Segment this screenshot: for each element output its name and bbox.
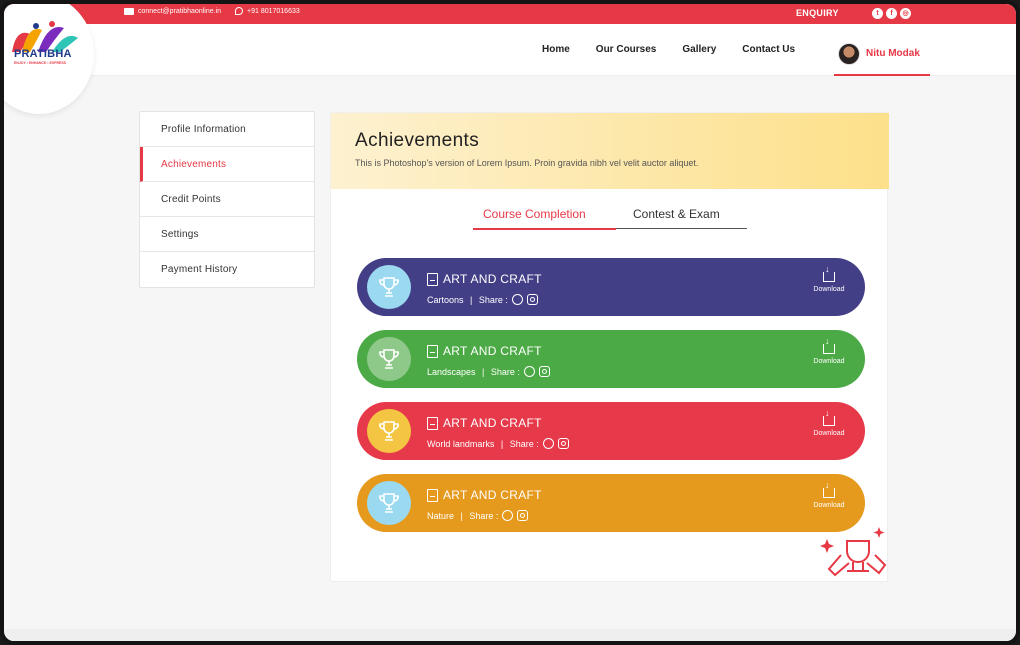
trophy-icon — [367, 481, 411, 525]
user-name: Nitu Modak — [866, 48, 920, 59]
download-label: Download — [813, 502, 845, 509]
download-button[interactable]: Download — [809, 409, 849, 437]
card-meta: Nature | Share : — [427, 510, 529, 521]
contact-info: connect@pratibhaonline.in +91 8017016633 — [124, 7, 300, 15]
achievement-tabs: Course Completion Contest & Exam — [473, 207, 747, 230]
brand-name: PRATIBHA — [14, 48, 72, 60]
phone-link[interactable]: +91 8017016633 — [235, 7, 300, 15]
share-label: Share : — [490, 366, 520, 377]
achievement-card: ART AND CRAFT Cartoons | Share : Download — [357, 258, 865, 316]
trophy-decoration-icon — [820, 527, 887, 577]
card-title-text: ART AND CRAFT — [443, 344, 542, 358]
card-meta: World landmarks | Share : — [427, 438, 569, 449]
sidebar-item-payment-history[interactable]: Payment History — [161, 264, 238, 275]
user-menu[interactable]: Nitu Modak — [834, 33, 930, 76]
page-title: Achievements — [355, 130, 480, 151]
dribbble-share-icon[interactable] — [542, 438, 554, 449]
card-category: Nature — [427, 510, 455, 521]
brand-logo[interactable]: PRATIBHA ENJOY • ENHANCE • EXPRESS — [8, 18, 80, 68]
share-label: Share : — [509, 438, 539, 449]
email-link[interactable]: connect@pratibhaonline.in — [124, 7, 221, 15]
social-links: t f ◎ — [872, 8, 911, 19]
separator: | — [467, 294, 475, 305]
phone-text: +91 8017016633 — [247, 7, 300, 15]
profile-sidebar: Profile Information Achievements Credit … — [139, 111, 315, 288]
site-header: PRATIBHA ENJOY • ENHANCE • EXPRESS Home … — [4, 4, 1016, 114]
main-nav: Home Our Courses Gallery Contact Us — [542, 44, 795, 55]
facebook-icon[interactable]: f — [886, 8, 897, 19]
achievement-card: ART AND CRAFT World landmarks | Share : Do… — [357, 402, 865, 460]
active-tab-indicator — [473, 228, 616, 230]
card-category: World landmarks — [427, 438, 495, 449]
download-button[interactable]: Download — [809, 265, 849, 293]
sidebar-item-settings[interactable]: Settings — [140, 217, 314, 252]
trophy-icon — [367, 337, 411, 381]
instagram-icon[interactable]: ◎ — [900, 8, 911, 19]
phone-icon — [235, 7, 243, 15]
pdf-icon — [427, 488, 438, 502]
mail-icon — [124, 7, 134, 15]
instagram-share-icon[interactable] — [517, 510, 529, 521]
instagram-share-icon[interactable] — [526, 294, 538, 305]
nav-gallery[interactable]: Gallery — [682, 44, 717, 55]
page-subtitle: This is Photoshop's version of Lorem Ips… — [355, 158, 699, 168]
tab-course-completion[interactable]: Course Completion — [483, 207, 586, 221]
separator: | — [498, 438, 506, 449]
top-bar: connect@pratibhaonline.in +91 8017016633… — [4, 4, 1016, 24]
download-label: Download — [813, 358, 845, 365]
card-title: ART AND CRAFT — [427, 488, 542, 502]
separator: | — [458, 510, 466, 521]
sidebar-item-achievements[interactable]: Achievements — [140, 147, 314, 182]
nav-home[interactable]: Home — [542, 44, 570, 55]
download-icon — [823, 265, 835, 282]
brand-tagline: ENJOY • ENHANCE • EXPRESS — [14, 61, 66, 65]
nav-contact-us[interactable]: Contact Us — [742, 44, 796, 55]
dribbble-share-icon[interactable] — [511, 294, 523, 305]
share-label: Share : — [469, 510, 499, 521]
dribbble-share-icon[interactable] — [523, 366, 535, 377]
card-meta: Cartoons | Share : — [427, 294, 538, 305]
separator: | — [479, 366, 487, 377]
share-label: Share : — [478, 294, 508, 305]
pdf-icon — [427, 416, 438, 430]
pdf-icon — [427, 344, 438, 358]
download-button[interactable]: Download — [809, 337, 849, 365]
sidebar-item-credit-points[interactable]: Credit Points — [140, 182, 314, 217]
card-title-text: ART AND CRAFT — [443, 416, 542, 430]
trophy-icon — [367, 409, 411, 453]
sidebar-item-profile-information[interactable]: Profile Information — [140, 112, 314, 147]
card-title-text: ART AND CRAFT — [443, 488, 542, 502]
card-title: ART AND CRAFT — [427, 416, 542, 430]
tab-contest-exam[interactable]: Contest & Exam — [633, 207, 720, 221]
download-label: Download — [813, 430, 845, 437]
twitter-icon[interactable]: t — [872, 8, 883, 19]
dribbble-share-icon[interactable] — [502, 510, 514, 521]
card-title: ART AND CRAFT — [427, 344, 542, 358]
download-icon — [823, 409, 835, 426]
card-title: ART AND CRAFT — [427, 272, 542, 286]
achievement-card: ART AND CRAFT Landscapes | Share : Downloa… — [357, 330, 865, 388]
footer-strip — [4, 629, 1016, 641]
card-meta: Landscapes | Share : — [427, 366, 550, 377]
download-label: Download — [813, 286, 845, 293]
download-icon — [823, 481, 835, 498]
nav-our-courses[interactable]: Our Courses — [595, 44, 657, 55]
achievement-card: ART AND CRAFT Nature | Share : Download — [357, 474, 865, 532]
instagram-share-icon[interactable] — [538, 366, 550, 377]
pdf-icon — [427, 272, 438, 286]
instagram-share-icon[interactable] — [557, 438, 569, 449]
download-icon — [823, 337, 835, 354]
trophy-icon — [367, 265, 411, 309]
avatar — [838, 42, 860, 65]
achievements-panel: Achievements This is Photoshop's version… — [330, 112, 889, 582]
email-text: connect@pratibhaonline.in — [138, 7, 221, 15]
enquiry-link[interactable]: ENQUIRY — [796, 8, 839, 18]
achievements-hero: Achievements This is Photoshop's version… — [331, 113, 889, 189]
card-title-text: ART AND CRAFT — [443, 272, 542, 286]
card-category: Landscapes — [427, 366, 476, 377]
card-category: Cartoons — [427, 294, 464, 305]
logo-mark-icon — [12, 21, 78, 52]
download-button[interactable]: Download — [809, 481, 849, 509]
